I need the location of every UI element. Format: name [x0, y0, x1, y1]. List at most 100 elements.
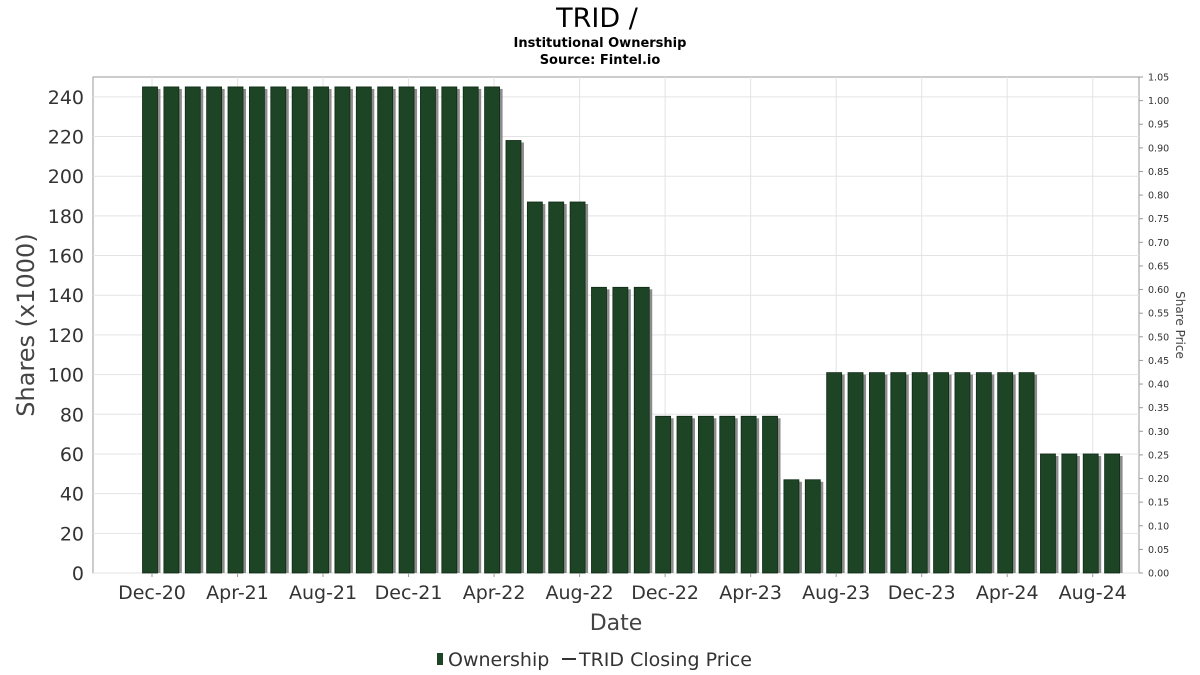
x-tick-label: Dec-23 — [888, 582, 956, 604]
ownership-bar — [355, 86, 372, 574]
legend-price-label: TRID Closing Price — [578, 649, 752, 671]
legend: Ownership TRID Closing Price — [437, 649, 752, 671]
ownership-bar — [804, 479, 821, 574]
ownership-bar — [740, 415, 757, 574]
y2-tick-label: 0.60 — [1148, 285, 1169, 296]
y-tick-label: 160 — [48, 246, 84, 268]
ownership-bar — [163, 86, 180, 574]
ownership-bar — [655, 415, 672, 574]
y-tick-label: 240 — [48, 87, 84, 109]
ownership-bar — [142, 86, 158, 574]
x-axis-ticks: Dec-20 Apr-21 Aug-21 Dec-21 Apr-22 Aug-22 Dec-… — [118, 573, 1127, 604]
legend-ownership-label: Ownership — [448, 649, 549, 671]
y2-axis-ticks: 0.00 0.05 0.10 0.15 0.20 0.25 0.30 0.35 0.40 0.45… — [1139, 73, 1169, 580]
ownership-bar — [526, 201, 543, 574]
ownership-bar — [1061, 453, 1078, 574]
ownership-bar — [548, 201, 565, 574]
ownership-bar — [676, 415, 693, 574]
ownership-bar — [227, 86, 244, 574]
ownership-bar — [569, 201, 586, 574]
ownership-bar — [612, 286, 629, 574]
bars — [142, 86, 1123, 574]
ownership-bar — [1018, 372, 1035, 574]
ownership-bar — [954, 372, 971, 574]
ownership-bar — [484, 86, 500, 574]
y2-tick-label: 0.70 — [1148, 238, 1169, 249]
chart-title: TRID / — [555, 3, 639, 34]
y2-tick-label: 0.95 — [1148, 120, 1169, 131]
y-tick-label: 20 — [60, 523, 84, 545]
x-tick-label: Aug-21 — [289, 582, 357, 604]
y2-tick-label: 0.25 — [1148, 450, 1169, 461]
x-tick-label: Apr-23 — [719, 582, 782, 604]
y2-tick-label: 0.55 — [1148, 309, 1169, 320]
y2-tick-label: 0.00 — [1148, 569, 1169, 580]
y2-tick-label: 0.80 — [1148, 191, 1169, 202]
x-tick-label: Aug-22 — [546, 582, 614, 604]
ownership-bar — [1082, 453, 1099, 574]
x-tick-label: Apr-22 — [463, 582, 526, 604]
y2-axis-label: Share Price — [1173, 291, 1187, 359]
x-tick-label: Dec-20 — [118, 582, 186, 604]
ownership-bar — [313, 86, 329, 574]
ownership-bar — [441, 86, 458, 574]
y2-tick-label: 0.05 — [1148, 545, 1169, 556]
y-axis-ticks: 0 20 40 60 80 100 120 140 160 180 200 220 240 — [48, 87, 84, 585]
y2-tick-label: 1.05 — [1148, 73, 1169, 84]
ownership-bar — [291, 86, 308, 574]
y2-tick-label: 0.85 — [1148, 167, 1169, 178]
y-tick-label: 100 — [48, 365, 84, 387]
ownership-bar — [762, 415, 778, 574]
ownership-bar — [462, 86, 479, 574]
x-tick-label: Apr-21 — [206, 582, 269, 604]
ownership-bar — [184, 86, 201, 574]
ownership-bar — [783, 479, 800, 574]
y2-tick-label: 0.40 — [1148, 380, 1169, 391]
y2-tick-label: 0.75 — [1148, 214, 1169, 225]
ownership-bar — [975, 372, 992, 574]
ownership-bar — [505, 140, 522, 574]
y2-tick-label: 0.15 — [1148, 498, 1169, 509]
x-tick-label: Aug-24 — [1059, 582, 1127, 604]
y2-tick-label: 0.90 — [1148, 143, 1169, 154]
y-tick-label: 40 — [60, 484, 84, 506]
y2-tick-label: 0.45 — [1148, 356, 1169, 367]
ownership-bar — [1040, 453, 1056, 574]
y-tick-label: 180 — [48, 206, 84, 228]
ownership-bar — [334, 86, 351, 574]
y-tick-label: 120 — [48, 325, 84, 347]
ownership-bar — [997, 372, 1014, 574]
ownership-bar — [248, 86, 265, 574]
ownership-bar — [933, 372, 949, 574]
y2-tick-label: 0.30 — [1148, 427, 1169, 438]
ownership-bar — [719, 415, 736, 574]
x-tick-label: Aug-23 — [802, 582, 870, 604]
ownership-bar — [633, 286, 650, 574]
ownership-bar — [826, 372, 843, 574]
x-tick-label: Apr-24 — [976, 582, 1039, 604]
x-tick-label: Dec-22 — [631, 582, 699, 604]
y2-tick-label: 0.50 — [1148, 332, 1169, 343]
x-axis-label: Date — [590, 611, 643, 636]
ownership-bar — [206, 86, 223, 574]
ownership-bar — [377, 86, 394, 574]
chart-subtitle-2: Source: Fintel.io — [540, 53, 661, 68]
y2-tick-label: 0.35 — [1148, 403, 1169, 414]
legend-ownership-marker — [437, 653, 443, 665]
ownership-bar — [697, 415, 714, 574]
y-tick-label: 220 — [48, 127, 84, 149]
y-axis-label: Shares (x1000) — [12, 233, 40, 416]
ownership-bar — [591, 286, 607, 574]
y2-tick-label: 0.65 — [1148, 261, 1169, 272]
ownership-bar — [890, 372, 907, 574]
chart-subtitle-1: Institutional Ownership — [514, 36, 687, 51]
y2-tick-label: 1.00 — [1148, 96, 1169, 107]
y-tick-label: 80 — [60, 404, 84, 426]
y-tick-label: 0 — [72, 563, 84, 585]
y-tick-label: 140 — [48, 285, 84, 307]
ownership-bar — [420, 86, 436, 574]
y2-tick-label: 0.20 — [1148, 474, 1169, 485]
ownership-bar — [398, 86, 415, 574]
y-tick-label: 200 — [48, 166, 84, 188]
